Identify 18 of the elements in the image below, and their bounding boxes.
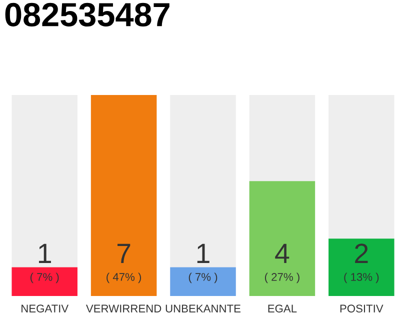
x-tick-label: UNBEKANNTE bbox=[166, 304, 240, 312]
annotation: ( 7% ) bbox=[30, 272, 59, 284]
annotation: ( 7% ) bbox=[188, 272, 218, 284]
data-label: 1 bbox=[197, 244, 210, 263]
x-tick-label: POSITIV bbox=[340, 304, 384, 312]
bar bbox=[170, 267, 236, 296]
x-tick-label: NEGATIV bbox=[22, 304, 69, 312]
x-tick-label: EGAL bbox=[268, 304, 297, 312]
data-label: 2 bbox=[355, 244, 368, 263]
annotation: ( 13% ) bbox=[344, 272, 379, 284]
data-label: 4 bbox=[275, 244, 290, 263]
data-label: 7 bbox=[118, 244, 130, 263]
data-label: 1 bbox=[38, 244, 51, 263]
chart-title: 082535487 bbox=[5, 2, 170, 27]
annotation: ( 47% ) bbox=[106, 272, 142, 284]
bar bbox=[12, 267, 78, 296]
annotation: ( 27% ) bbox=[264, 272, 300, 284]
x-tick-label: VERWIRREND bbox=[86, 304, 162, 312]
